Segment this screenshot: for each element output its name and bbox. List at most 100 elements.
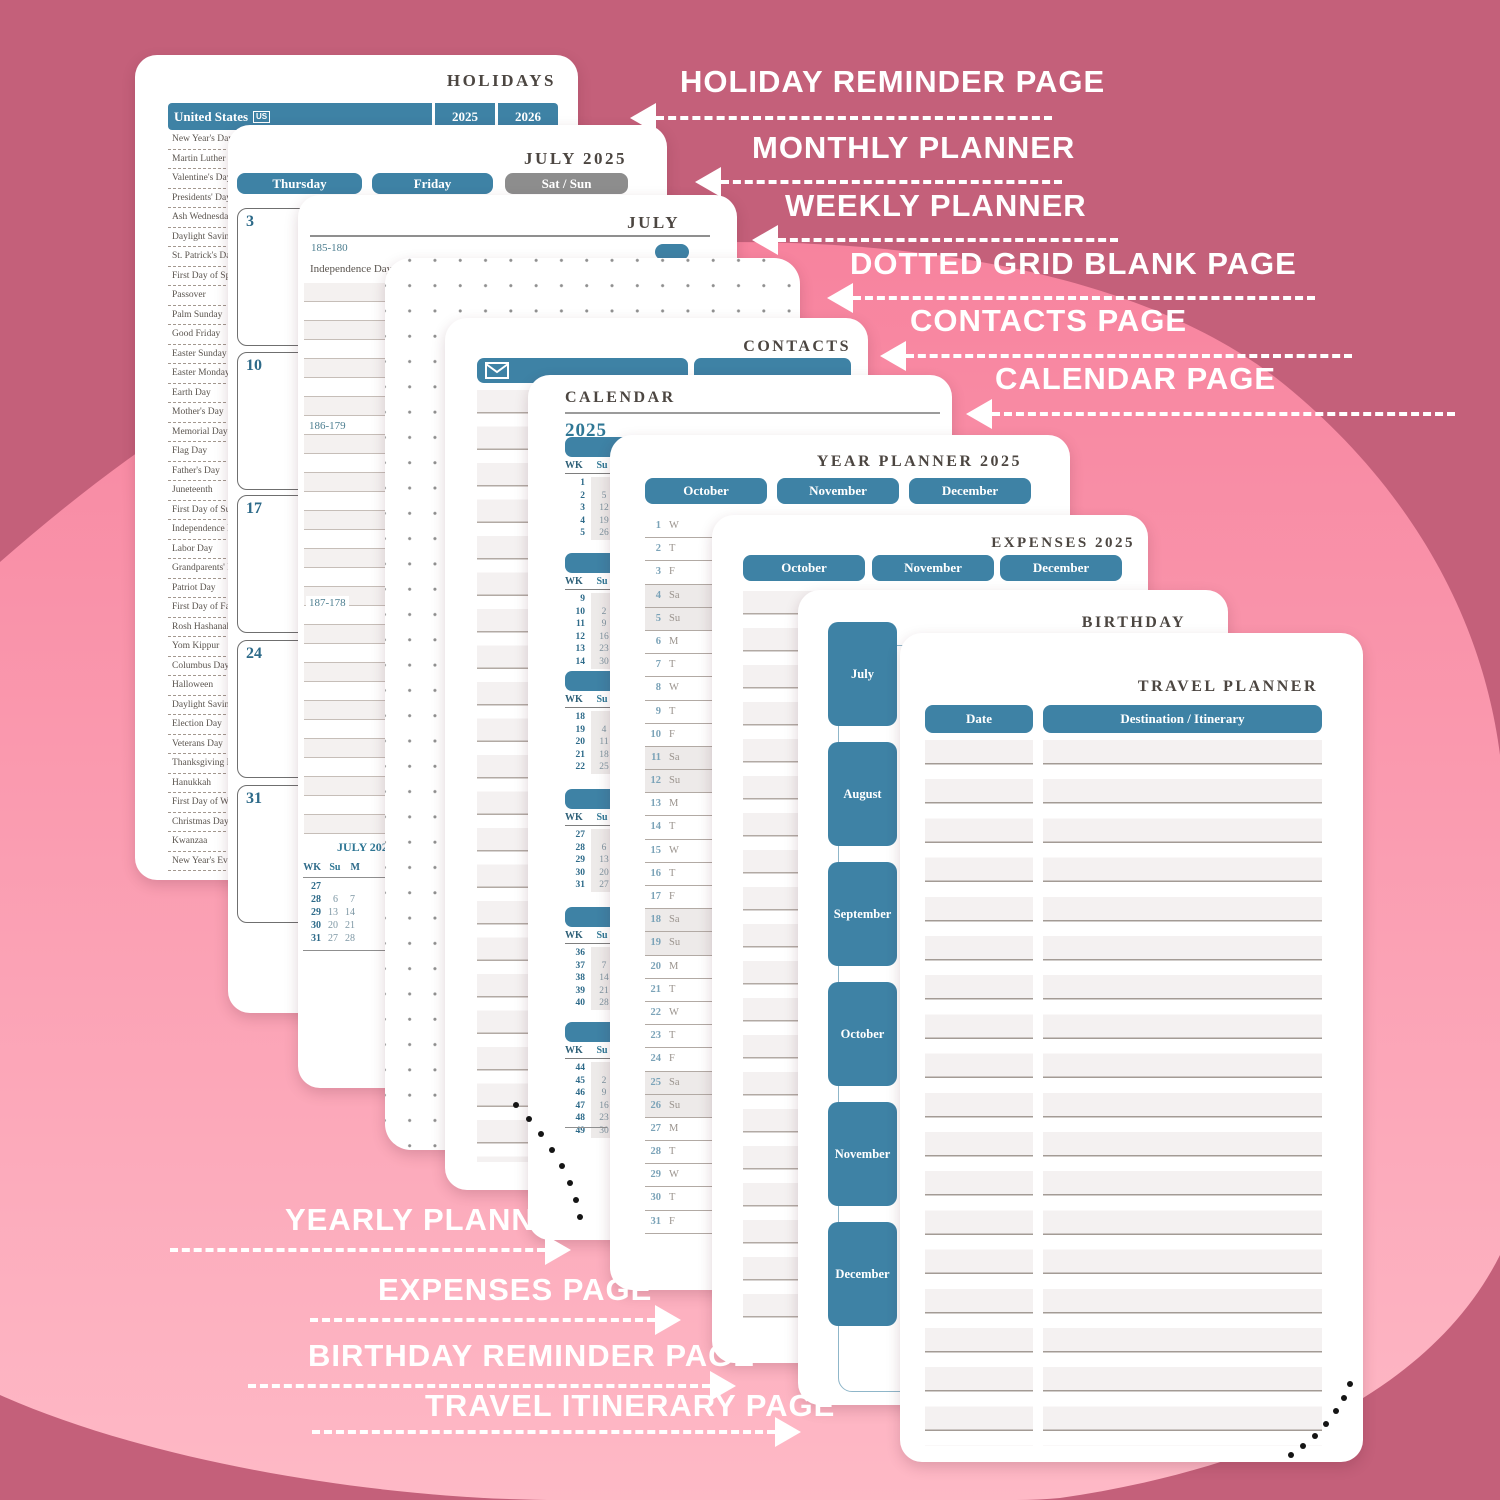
arrow-right-icon [775, 1417, 801, 1447]
birthday-month-tab: September [828, 862, 897, 966]
calendar-week-header: WK Su [565, 812, 608, 823]
mini-calendar-line-top [303, 877, 395, 878]
travel-title: TRAVEL PLANNER [1137, 678, 1318, 695]
monthly-day-header: Thursday [237, 173, 362, 194]
dot-decoration [573, 1197, 579, 1203]
callout-travel-itinerary: TRAVEL ITINERARY PAGE [425, 1388, 836, 1423]
mini-cell: 7 [350, 894, 355, 905]
mini-cell: 21 [345, 920, 355, 931]
monthly-date-number: 3 [246, 213, 254, 230]
weekly-day-marker-1: 185-180 [308, 241, 351, 255]
mini-calendar-rows: 27 28 6 7 29 13 14 30 20 21 31 27 28 [303, 880, 355, 945]
mini-calendar-row: 27 [303, 880, 355, 893]
callout-line-10 [312, 1430, 775, 1434]
mini-calendar-row: 28 6 7 [303, 893, 355, 906]
arrow-right-icon [545, 1235, 571, 1265]
mini-calendar-header: WK Su M [303, 862, 398, 873]
holidays-title: HOLIDAYS [446, 71, 556, 90]
expenses-month-tab: October [743, 555, 865, 581]
travel-destination-rows [1043, 740, 1322, 1446]
calendar-header-line [565, 473, 645, 474]
mini-cell: 6 [333, 894, 338, 905]
mini-calendar-row: 31 27 28 [303, 932, 355, 945]
calendar-header-line [565, 825, 645, 826]
callout-line-3 [778, 238, 1118, 242]
expenses-month-tab: December [1000, 555, 1122, 581]
weekly-day-marker-3: 187-178 [306, 596, 349, 610]
birthday-month-tab: October [828, 982, 897, 1086]
callout-birthday-reminder: BIRTHDAY REMINDER PAGE [308, 1338, 755, 1373]
dot-decoration [1347, 1381, 1353, 1387]
mini-calendar-row: 29 13 14 [303, 906, 355, 919]
mini-cell: 27 [311, 881, 321, 892]
weekly-title: JULY [627, 213, 680, 232]
travel-date-rows [925, 740, 1033, 1446]
calendar-rule [565, 412, 940, 414]
country-label: United States [174, 109, 249, 124]
weekly-holiday-note: Independence Day [310, 263, 393, 275]
holidays-year-2025: 2025 [432, 103, 495, 130]
callout-line-7 [170, 1248, 545, 1252]
monthly-day-header: Friday [372, 173, 493, 194]
mini-calendar-title: JULY 2025 [337, 840, 394, 854]
travel-planner-page: TRAVEL PLANNER Date Destination / Itiner… [900, 633, 1363, 1462]
mini-head-wk: WK [303, 862, 321, 873]
dot-decoration [538, 1131, 544, 1137]
weekly-rule [310, 235, 710, 237]
dot-decoration [1300, 1443, 1306, 1449]
calendar-year: 2025 [565, 420, 607, 441]
callout-weekly-planner: WEEKLY PLANNER [785, 188, 1087, 223]
callout-line-8 [310, 1318, 655, 1322]
country-code-badge: US [253, 111, 271, 123]
callout-line-4 [853, 296, 1315, 300]
calendar-week-header: WK Su [565, 694, 608, 705]
year-planner-title: YEAR PLANNER 2025 [816, 453, 1022, 470]
contacts-title: CONTACTS [743, 338, 851, 355]
calendar-header-line [565, 707, 645, 708]
birthday-month-tab: July [828, 622, 897, 726]
holidays-country: United States US [168, 103, 432, 130]
mini-head-m: M [350, 862, 360, 873]
mini-cell: 27 [328, 933, 338, 944]
arrow-left-icon [695, 167, 721, 197]
arrow-left-icon [630, 103, 656, 133]
callout-yearly-planner: YEARLY PLANNER [285, 1202, 580, 1237]
callout-line-5 [906, 354, 1352, 358]
calendar-header-line [565, 943, 645, 944]
callout-line-6 [992, 412, 1455, 416]
dot-decoration [559, 1163, 565, 1169]
dot-decoration [1333, 1408, 1339, 1414]
arrow-left-icon [752, 225, 778, 255]
calendar-bottom-line [565, 1127, 607, 1128]
year-planner-month-tab: December [909, 478, 1031, 504]
mini-cell: 29 [311, 907, 321, 918]
calendar-week-header: WK Su [565, 1045, 608, 1056]
monthly-date-number: 17 [246, 500, 262, 517]
arrow-left-icon [827, 283, 853, 313]
envelope-icon [485, 362, 509, 379]
dot-decoration [526, 1116, 532, 1122]
mini-calendar-line-bottom [303, 950, 395, 951]
callout-monthly-planner: MONTHLY PLANNER [752, 130, 1076, 165]
mini-head-su: Su [329, 862, 341, 873]
mini-cell: 28 [345, 933, 355, 944]
arrow-right-icon [710, 1371, 736, 1401]
callout-line-2 [721, 180, 1062, 184]
mini-cell: 13 [328, 907, 338, 918]
mini-cell: 14 [345, 907, 355, 918]
mini-cell: 28 [311, 894, 321, 905]
callout-holiday-reminder: HOLIDAY REMINDER PAGE [680, 64, 1106, 99]
mini-cell: 20 [328, 920, 338, 931]
arrow-left-icon [880, 341, 906, 371]
monthly-day-header: Sat / Sun [505, 173, 628, 194]
monthly-date-number: 10 [246, 357, 262, 374]
calendar-header-line [565, 1058, 645, 1059]
birthday-title: BIRTHDAY [1081, 614, 1186, 631]
calendar-header-line [565, 589, 645, 590]
mini-cell: 31 [311, 933, 321, 944]
dot-decoration [1288, 1452, 1294, 1458]
expenses-month-tab: November [872, 555, 994, 581]
mini-calendar-row: 30 20 21 [303, 919, 355, 932]
arrow-left-icon [966, 399, 992, 429]
